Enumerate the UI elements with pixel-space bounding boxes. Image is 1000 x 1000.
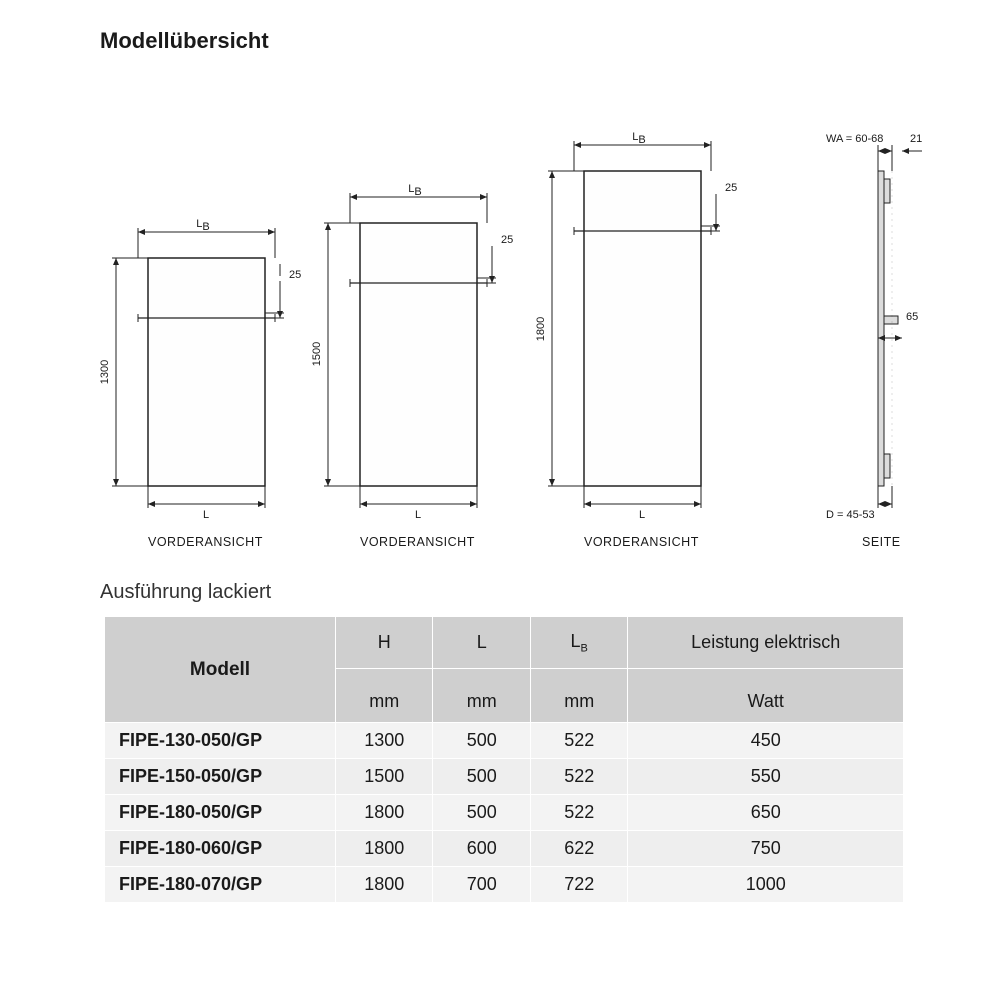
model-table: Modell H L LB Leistung elektrisch mm mm …	[104, 616, 904, 903]
table-body: FIPE-130-050/GP 1300 500 522 450 FIPE-15…	[105, 723, 904, 903]
caption-side: SEITE	[862, 535, 901, 549]
table-row: FIPE-180-050/GP 1800 500 522 650	[105, 795, 904, 831]
cell-LB: 622	[530, 831, 627, 867]
cell-model: FIPE-150-050/GP	[105, 759, 336, 795]
svg-text:L: L	[415, 509, 421, 521]
dim-wa: WA = 60-68	[826, 133, 883, 145]
page-title: Modellübersicht	[100, 28, 269, 54]
cell-H: 1500	[336, 759, 433, 795]
cell-W: 650	[628, 795, 904, 831]
cell-W: 1000	[628, 867, 904, 903]
cell-W: 750	[628, 831, 904, 867]
cell-model: FIPE-130-050/GP	[105, 723, 336, 759]
table-row: FIPE-180-070/GP 1800 700 722 1000	[105, 867, 904, 903]
th-model: Modell	[105, 617, 336, 723]
cell-LB: 522	[530, 759, 627, 795]
front-view-1800: LB L 1800 25 VORDERANSICHT	[535, 131, 737, 549]
svg-text:25: 25	[501, 234, 513, 246]
cell-H: 1300	[336, 723, 433, 759]
svg-text:25: 25	[725, 182, 737, 194]
svg-text:LB: LB	[632, 131, 645, 146]
th-power: Leistung elektrisch	[628, 617, 904, 669]
svg-text:LB: LB	[408, 183, 421, 198]
dim-21: 21	[910, 133, 922, 145]
dim-h-1300: 1300	[99, 360, 111, 384]
dim-h-1500: 1500	[311, 342, 323, 366]
cell-H: 1800	[336, 795, 433, 831]
table-header: Modell H L LB Leistung elektrisch mm mm …	[105, 617, 904, 723]
cell-L: 500	[433, 723, 530, 759]
cell-H: 1800	[336, 867, 433, 903]
cell-W: 450	[628, 723, 904, 759]
caption-front-2: VORDERANSICHT	[360, 535, 475, 549]
cell-L: 600	[433, 831, 530, 867]
front-view-1300: LB L 1300 25 VORDERANSICHT	[99, 218, 301, 549]
th-unit-H: mm	[336, 669, 433, 723]
th-LB: LB	[530, 617, 627, 669]
cell-model: FIPE-180-070/GP	[105, 867, 336, 903]
cell-W: 550	[628, 759, 904, 795]
dim-65: 65	[906, 311, 918, 323]
side-view: WA = 60-68 21 65 D = 45-53 SEITE	[826, 133, 922, 549]
table-row: FIPE-130-050/GP 1300 500 522 450	[105, 723, 904, 759]
cell-L: 700	[433, 867, 530, 903]
th-L: L	[433, 617, 530, 669]
cell-LB: 522	[530, 795, 627, 831]
dim-l-label: L	[203, 509, 209, 521]
svg-text:LB: LB	[196, 218, 209, 233]
cell-H: 1800	[336, 831, 433, 867]
cell-LB: 522	[530, 723, 627, 759]
th-H: H	[336, 617, 433, 669]
cell-L: 500	[433, 795, 530, 831]
dim-h-1800: 1800	[535, 317, 547, 341]
svg-text:L: L	[639, 509, 645, 521]
dim-d: D = 45-53	[826, 509, 875, 521]
model-diagrams: LB L 1300 25 VORDERANSICHT L	[56, 56, 966, 556]
th-unit-LB: mm	[530, 669, 627, 723]
th-unit-L: mm	[433, 669, 530, 723]
section-title: Ausführung lackiert	[100, 581, 271, 604]
cell-model: FIPE-180-060/GP	[105, 831, 336, 867]
caption-front-1: VORDERANSICHT	[148, 535, 263, 549]
front-view-1500: LB L 1500 25 VORDERANSICHT	[311, 183, 513, 549]
cell-LB: 722	[530, 867, 627, 903]
table-row: FIPE-150-050/GP 1500 500 522 550	[105, 759, 904, 795]
dim-25: 25	[289, 269, 301, 281]
th-unit-W: Watt	[628, 669, 904, 723]
table-row: FIPE-180-060/GP 1800 600 622 750	[105, 831, 904, 867]
cell-L: 500	[433, 759, 530, 795]
caption-front-3: VORDERANSICHT	[584, 535, 699, 549]
cell-model: FIPE-180-050/GP	[105, 795, 336, 831]
